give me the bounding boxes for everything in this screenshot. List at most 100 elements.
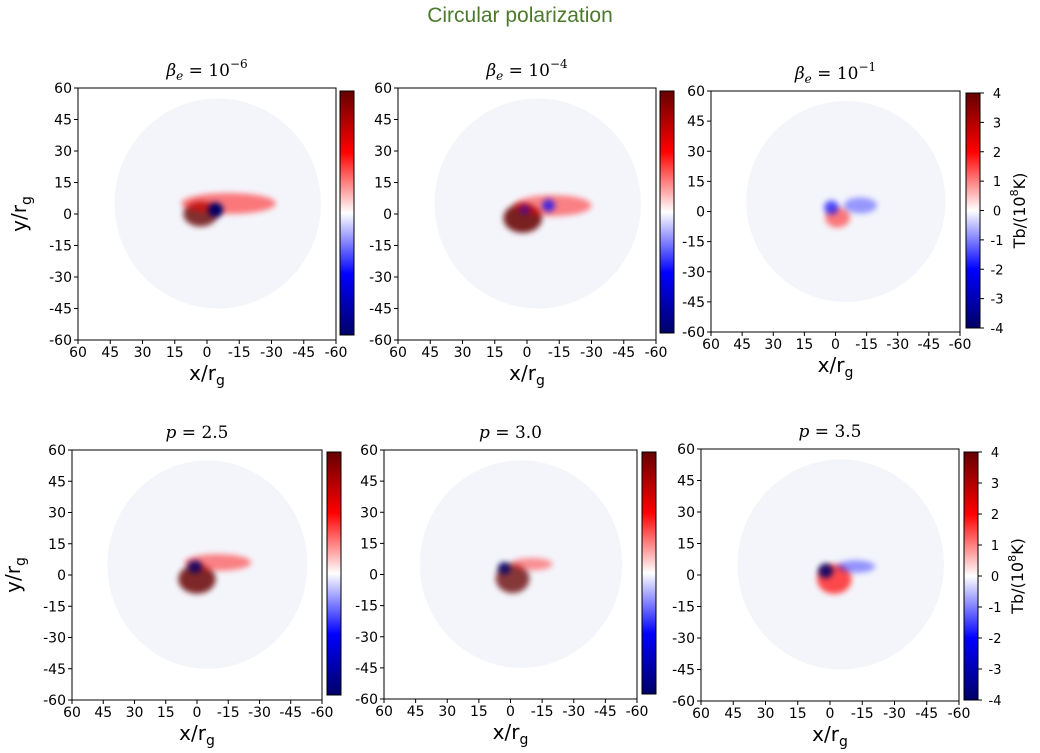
- x-tick-label: -30: [248, 705, 271, 721]
- colorbar-tick-label: -1: [991, 234, 1004, 249]
- y-tick-label: 30: [677, 505, 695, 521]
- colorbar: [641, 451, 657, 695]
- x-tick-label: -30: [580, 345, 603, 361]
- y-tick-label: -60: [369, 333, 392, 349]
- x-tick-label: -45: [612, 345, 635, 361]
- y-tick-label: 0: [686, 568, 695, 584]
- colorbar-tick-label: -3: [989, 663, 1002, 678]
- x-tick-label: 15: [789, 706, 807, 722]
- x-tick-label: 45: [101, 345, 119, 361]
- chart-title: βe = 10−1: [794, 60, 876, 86]
- x-tick-label: 0: [203, 345, 212, 361]
- x-tick-label: 45: [724, 706, 742, 722]
- x-tick-label: 15: [166, 345, 184, 361]
- y-tick-label: -45: [49, 302, 72, 318]
- figure-title: Circular polarization: [427, 4, 613, 27]
- chart-panel: p = 3.560 45 30 15 0 -15 -30 -45 -60-60-45-30-15…: [672, 422, 1027, 750]
- heatmap-feature: [836, 560, 876, 573]
- x-tick-label: -15: [855, 337, 878, 353]
- x-axis-label: x/rg: [818, 353, 854, 381]
- y-tick-label: 60: [360, 443, 378, 459]
- x-tick-label: 45: [421, 345, 439, 361]
- x-tick-label: 30: [764, 337, 782, 353]
- y-tick-label: 15: [54, 176, 72, 192]
- heatmap-feature: [497, 562, 511, 575]
- heatmap-feature: [824, 200, 839, 215]
- x-tick-label: -30: [883, 706, 906, 722]
- x-tick-label: 0: [506, 704, 515, 720]
- colorbar-tick-label: 4: [993, 87, 1001, 102]
- heatmap-feature: [519, 204, 531, 216]
- x-tick-label: 30: [438, 704, 456, 720]
- y-axis-label: y/rg: [1, 557, 29, 593]
- y-tick-label: 45: [54, 113, 72, 129]
- x-axis-label: x/rg: [509, 361, 545, 389]
- x-tick-label: 30: [134, 345, 152, 361]
- y-tick-label: 15: [677, 537, 695, 553]
- y-tick-label: -15: [682, 235, 705, 251]
- y-tick-label: -60: [49, 333, 72, 349]
- colorbar-tick-label: 1: [993, 175, 1001, 190]
- colorbar-tick-label: -4: [991, 322, 1004, 337]
- chart-title: p = 3.0: [479, 423, 542, 443]
- heatmap-layer: [737, 459, 944, 670]
- y-tick-label: -15: [672, 600, 695, 616]
- heatmap-feature: [542, 199, 555, 212]
- y-tick-label: -30: [49, 270, 72, 286]
- heatmap-layer: [419, 460, 623, 668]
- x-tick-label: 30: [126, 705, 144, 721]
- y-tick-label: -30: [682, 265, 705, 281]
- heatmap-feature: [818, 563, 834, 579]
- x-tick-label: 0: [831, 337, 840, 353]
- x-tick-label: -15: [548, 345, 571, 361]
- x-tick-label: -15: [531, 704, 554, 720]
- x-tick-label: 15: [795, 337, 813, 353]
- y-tick-label: 60: [374, 81, 392, 97]
- y-tick-label: 0: [57, 568, 66, 584]
- x-tick-label: 45: [407, 704, 425, 720]
- x-tick-label: 15: [470, 704, 488, 720]
- y-tick-label: 45: [360, 474, 378, 490]
- colorbar-tick-label: -2: [989, 632, 1002, 647]
- chart-title: βe = 10−6: [165, 57, 247, 83]
- colorbar-tick-label: -3: [991, 293, 1004, 308]
- y-tick-label: -60: [355, 692, 378, 708]
- colorbar: [963, 451, 979, 701]
- colorbar-tick-label: -4: [989, 694, 1002, 709]
- heatmap-feature: [181, 193, 276, 214]
- colorbar: [339, 90, 355, 336]
- heatmap-feature: [510, 557, 553, 571]
- x-tick-label: -30: [886, 337, 909, 353]
- y-tick-label: -45: [672, 663, 695, 679]
- x-tick-label: 60: [63, 705, 81, 721]
- colorbar: [326, 451, 342, 696]
- x-tick-label: 30: [757, 706, 775, 722]
- x-tick-label: 45: [733, 337, 751, 353]
- x-tick-label: -45: [279, 705, 302, 721]
- x-tick-label: -45: [917, 337, 940, 353]
- x-tick-label: 0: [523, 345, 532, 361]
- y-tick-label: 0: [63, 207, 72, 223]
- x-tick-label: -60: [949, 337, 972, 353]
- y-tick-label: 15: [374, 176, 392, 192]
- x-tick-label: -60: [626, 704, 649, 720]
- y-tick-label: 0: [369, 568, 378, 584]
- colorbar: [659, 90, 675, 334]
- colorbar-tick-label: -1: [989, 601, 1002, 616]
- y-tick-label: 45: [687, 114, 705, 130]
- x-tick-label: 15: [486, 345, 504, 361]
- colorbar-tick-label: 2: [991, 508, 999, 523]
- heatmap-layer: [746, 101, 946, 302]
- y-tick-label: -60: [682, 325, 705, 341]
- y-tick-label: 30: [54, 144, 72, 160]
- chart-panel: p = 3.0 60 45 30 15 0 -15 -30 -45 -60 -60 -45 -30 -15…: [355, 423, 657, 748]
- y-tick-label: -45: [682, 295, 705, 311]
- y-tick-label: -45: [369, 302, 392, 318]
- x-tick-label: 60: [375, 704, 393, 720]
- colorbar-tick-label: 1: [991, 539, 999, 554]
- heatmap-layer: [434, 98, 641, 309]
- x-tick-label: -60: [948, 706, 971, 722]
- x-tick-label: -15: [228, 345, 251, 361]
- y-axis-label: y/rg: [7, 196, 35, 232]
- y-tick-label: 45: [48, 474, 66, 490]
